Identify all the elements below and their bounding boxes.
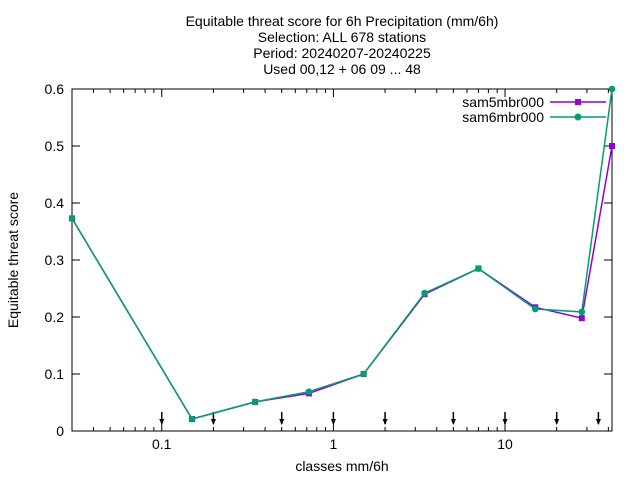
x-axis-ticks: 0.1 1 10 [92, 89, 609, 452]
data-point-sam5mbr000 [578, 315, 585, 322]
data-point-sam6mbr000 [305, 388, 313, 395]
class-marker-arrow [159, 419, 165, 425]
class-marker-arrow [210, 419, 216, 425]
data-point-sam6mbr000 [68, 215, 76, 222]
y-axis-label: Equitable threat score [5, 192, 21, 328]
data-point-sam6mbr000 [578, 308, 586, 316]
data-point-sam6mbr000 [531, 305, 539, 313]
chart-title-line-2: Selection: ALL 678 stations [258, 29, 426, 45]
legend-label-sam6mbr000: sam6mbr000 [462, 109, 544, 125]
class-marker-arrow [279, 419, 285, 425]
series-line-sam6mbr000 [71, 88, 613, 420]
y-tick-label: 0.4 [45, 195, 65, 211]
y-tick-label: 0.3 [45, 252, 65, 268]
data-point-sam6mbr000 [421, 289, 428, 297]
x-axis-label: classes mm/6h [295, 458, 388, 474]
x-tick-label: 0.1 [152, 436, 172, 452]
data-point-sam6mbr000 [608, 85, 616, 93]
series-layer [68, 85, 616, 423]
chart-title-line-4: Used 00,12 + 06 09 ... 48 [263, 61, 421, 77]
class-marker-arrow [382, 419, 388, 425]
chart-title-line-1: Equitable threat score for 6h Precipitat… [186, 13, 499, 29]
x-tick-label: 1 [329, 436, 337, 452]
legend-marker-sam6mbr000 [574, 113, 582, 121]
class-marker-arrow [554, 419, 560, 425]
y-tick-label: 0 [56, 423, 64, 439]
y-tick-label: 0.5 [45, 138, 65, 154]
series-line-sam5mbr000 [71, 145, 613, 420]
y-tick-label: 0.1 [45, 366, 65, 382]
data-point-sam6mbr000 [188, 415, 196, 423]
class-marker-arrow [595, 419, 601, 425]
legend: sam5mbr000 sam6mbr000 [462, 94, 606, 125]
data-point-sam6mbr000 [251, 398, 259, 406]
class-threshold-markers [159, 412, 601, 425]
class-marker-arrow [330, 419, 336, 425]
chart-title-line-3: Period: 20240207-20240225 [253, 45, 431, 61]
x-tick-label: 10 [497, 436, 513, 452]
y-tick-label: 0.6 [45, 81, 65, 97]
plot-frame [71, 88, 613, 432]
y-tick-label: 0.2 [45, 309, 65, 325]
legend-marker-sam5mbr000 [575, 99, 581, 105]
class-marker-arrow [502, 419, 508, 425]
class-marker-arrow [450, 419, 456, 425]
data-point-sam6mbr000 [360, 370, 367, 378]
y-axis-ticks: 0 0.1 0.2 0.3 0.4 0.5 0.6 [45, 81, 612, 439]
data-point-sam5mbr000 [609, 143, 615, 149]
data-point-sam6mbr000 [475, 265, 482, 272]
legend-label-sam5mbr000: sam5mbr000 [462, 94, 544, 110]
